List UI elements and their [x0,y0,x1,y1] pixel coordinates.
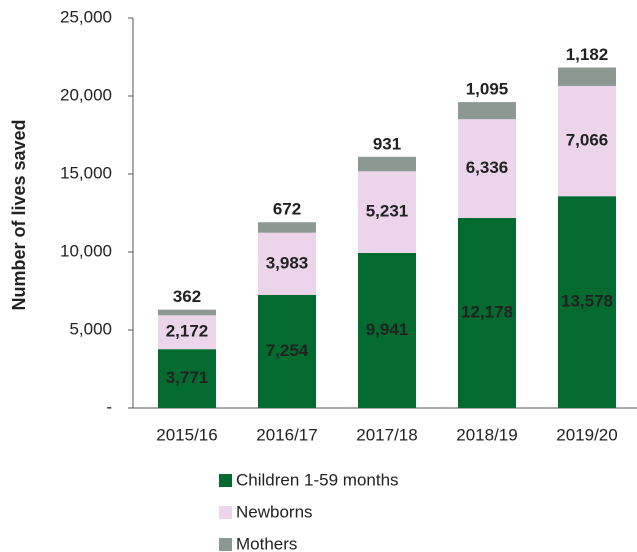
bar-segment [458,218,516,408]
data-label: 7,254 [266,341,309,360]
x-tick-label: 2015/16 [156,425,217,444]
bar-segment [258,222,316,233]
data-label: 13,578 [561,292,613,311]
legend-swatch [219,506,232,519]
bar-segment [258,232,316,295]
bar-segment [258,294,316,408]
x-tick-label: 2018/19 [456,425,517,444]
y-tick-label: 5,000 [69,319,112,338]
bar-segment [358,171,416,253]
legend-label: Mothers [236,534,297,552]
y-tick-label: - [106,397,112,416]
data-label: 12,178 [461,302,513,321]
y-tick-label: 10,000 [60,241,112,260]
data-label: 931 [373,134,401,153]
data-label: 362 [173,287,201,306]
bar-segment [158,309,216,316]
bar-segment [158,349,216,408]
y-tick-label: 25,000 [60,7,112,26]
y-axis-title: Number of lives saved [9,119,29,310]
bar-segment [558,67,616,86]
data-label: 672 [273,200,301,219]
bar-segment [358,156,416,172]
data-label: 1,182 [566,45,609,64]
bar-segment [358,252,416,408]
legend-swatch [219,538,232,551]
data-label: 3,983 [266,253,309,272]
bar-segment [458,102,516,120]
bar-segment [458,119,516,219]
data-label: 9,941 [366,320,409,339]
data-label: 5,231 [366,202,409,221]
x-tick-label: 2019/20 [556,425,617,444]
x-tick-label: 2017/18 [356,425,417,444]
bar-segment [558,85,616,197]
data-label: 3,771 [166,368,209,387]
bar-segment [558,196,616,408]
legend-label: Children 1-59 months [236,470,399,489]
data-label: 6,336 [466,158,509,177]
data-label: 2,172 [166,322,209,341]
legend-swatch [219,474,232,487]
data-label: 1,095 [466,80,509,99]
bar-segment [158,315,216,350]
x-tick-label: 2016/17 [256,425,317,444]
y-tick-label: 20,000 [60,85,112,104]
y-tick-label: 15,000 [60,163,112,182]
data-label: 7,066 [566,131,609,150]
legend-label: Newborns [236,502,313,521]
